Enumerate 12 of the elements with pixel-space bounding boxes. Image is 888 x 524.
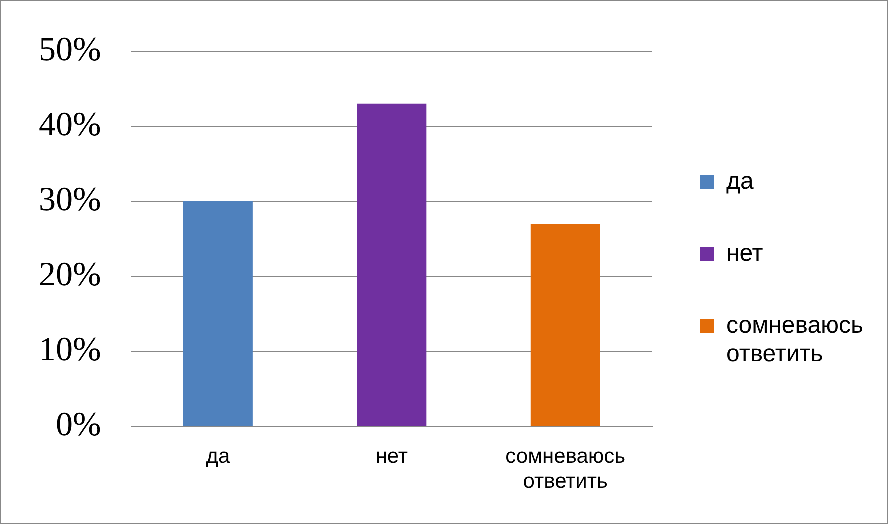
legend-label: сомневаюсь ответить — [726, 312, 864, 368]
x-tick-label: сомневаюсь ответить — [506, 444, 626, 494]
y-tick-label: 30% — [38, 181, 102, 218]
legend-label: нет — [726, 240, 764, 267]
y-tick-label: 0% — [56, 406, 102, 444]
y-tick-label: 50% — [38, 31, 102, 68]
legend-label: да — [726, 168, 755, 195]
x-tick-label: да — [206, 444, 230, 468]
y-tick-label: 10% — [38, 331, 102, 368]
x-tick-label: нет — [376, 444, 408, 468]
y-tick-label: 40% — [38, 106, 102, 144]
y-tick-label: 20% — [38, 256, 102, 294]
